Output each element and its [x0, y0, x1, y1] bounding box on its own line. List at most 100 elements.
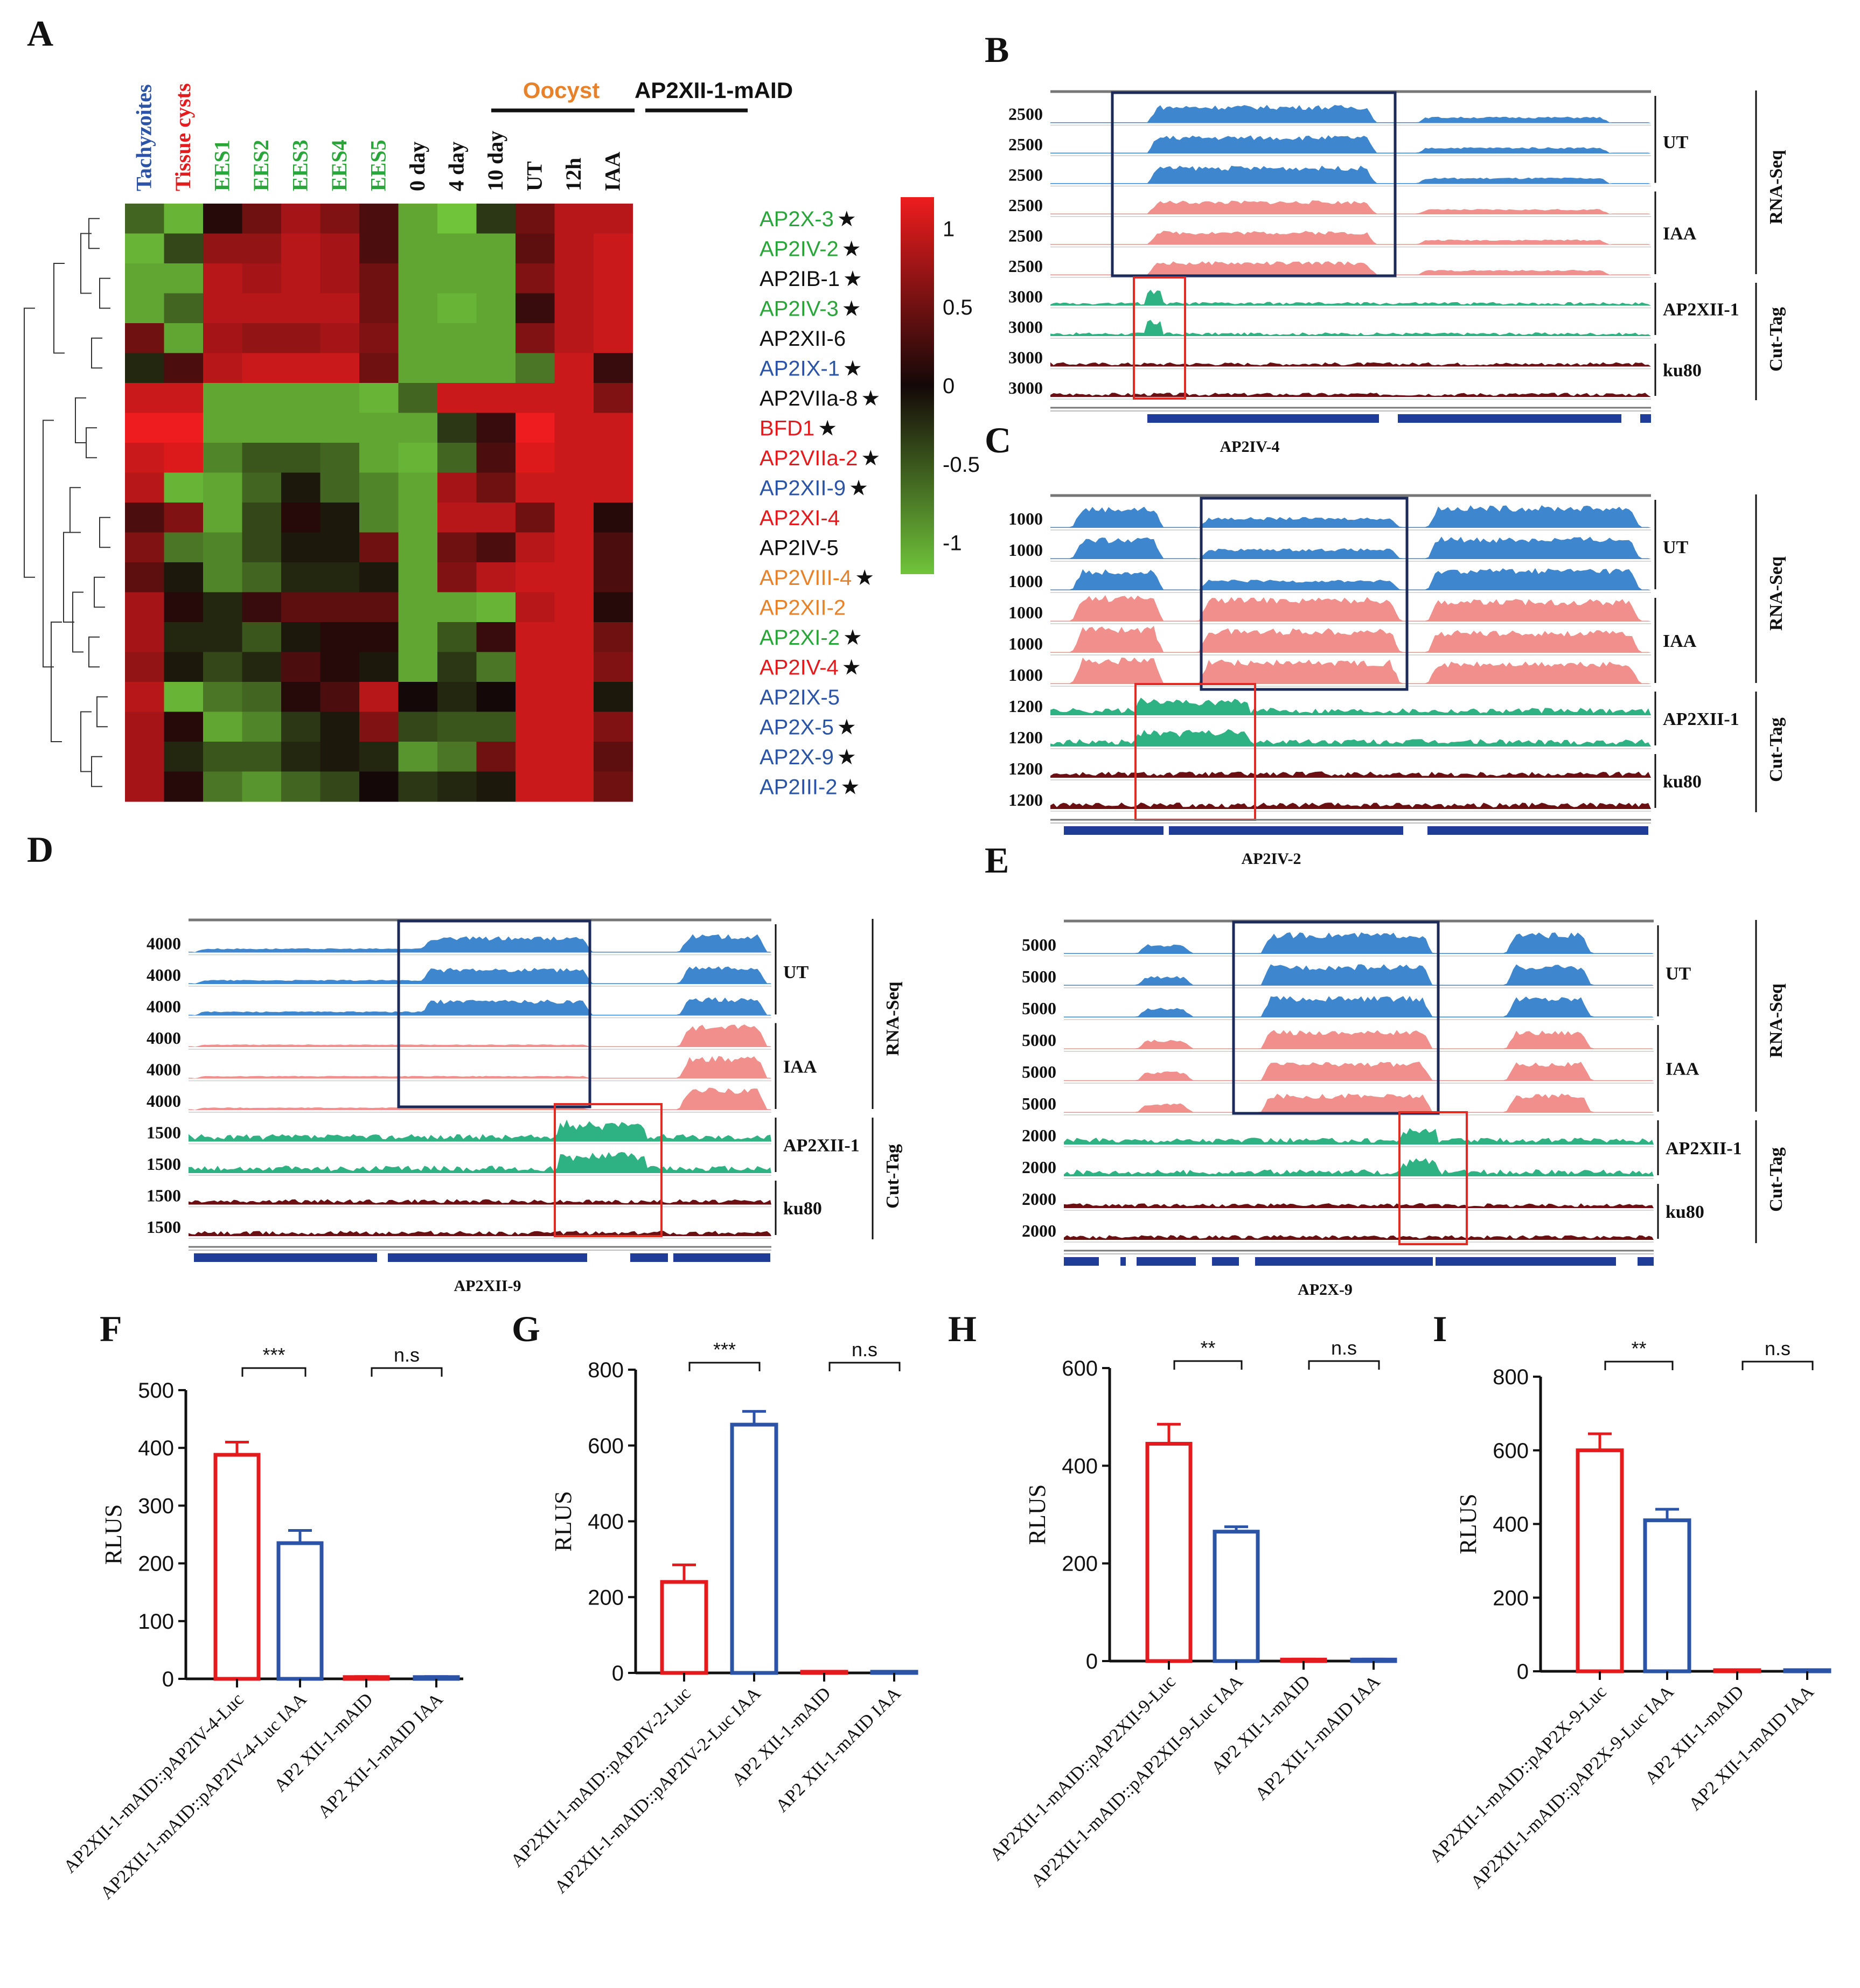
track-scale-label: 1200: [1008, 696, 1043, 716]
gene-exon: [1212, 1257, 1239, 1266]
heatmap-cell: [242, 532, 282, 563]
heatmap-cell: [320, 323, 360, 354]
heatmap-row-label: AP2IX-1 ★: [760, 357, 862, 380]
significance-bracket: [1741, 1361, 1814, 1370]
heatmap-cell: [281, 503, 321, 533]
heatmap-group-label: Oocyst: [523, 78, 600, 103]
heatmap-cell: [476, 472, 516, 503]
heatmap-cell: [320, 682, 360, 713]
heatmap-cell: [554, 293, 594, 324]
cut-ap2-track: [189, 1152, 771, 1173]
heatmap-cell: [515, 622, 555, 653]
track-scale-label: 1000: [1008, 571, 1043, 591]
track-scale-label: 3000: [1008, 317, 1043, 337]
heatmap-cell: [398, 562, 438, 593]
track-scale-label: 1500: [147, 1154, 181, 1174]
heatmap-colorbar-tick: 0: [943, 374, 955, 398]
track-scale-label: 3000: [1008, 287, 1043, 306]
heatmap-cell: [476, 503, 516, 533]
heatmap-cell: [398, 323, 438, 354]
cut-peak-box: [1133, 276, 1186, 400]
heatmap-cell: [359, 413, 399, 443]
group-label-cut-tag: Cut-Tag: [1766, 1147, 1786, 1212]
heatmap-row-label: AP2X-5 ★: [760, 715, 856, 739]
cut-ap2-track: [1050, 697, 1651, 715]
heatmap-row-star: ★: [843, 267, 862, 291]
heatmap-cell: [242, 592, 282, 623]
group-label-ut: UT: [1666, 964, 1691, 984]
track-scale-label: 1500: [147, 1186, 181, 1205]
heatmap-cell: [437, 472, 477, 503]
heatmap-cell: [515, 263, 555, 294]
heatmap-row-label: AP2VIIa-8 ★: [760, 387, 880, 410]
heatmap-cell: [164, 443, 204, 473]
track-scale-label: 5000: [1022, 1094, 1056, 1113]
heatmap-cell: [281, 532, 321, 563]
heatmap-column-label: Tissue cysts: [171, 83, 195, 191]
heatmap-cell: [437, 443, 477, 473]
heatmap-cell: [359, 592, 399, 623]
significance-bracket: [1604, 1361, 1674, 1370]
rna-ut-track: [1064, 964, 1654, 986]
heatmap-row-name: AP2XII-6: [760, 327, 846, 351]
heatmap-cell: [437, 413, 477, 443]
heatmap-cell: [320, 771, 360, 802]
track-scale-label: 1000: [1008, 509, 1043, 528]
gene-exon: [1640, 414, 1651, 423]
heatmap-row-name: AP2III-2: [760, 775, 838, 799]
track-scale-label: 1200: [1008, 728, 1043, 747]
track-scale-label: 5000: [1022, 967, 1056, 986]
heatmap-row-label: AP2IV-4 ★: [760, 655, 861, 679]
track-scale-label: 4000: [147, 934, 181, 953]
significance-label: ***: [713, 1338, 736, 1361]
heatmap-colorbar-tick: 1: [943, 217, 955, 241]
significance-bracket: [1173, 1360, 1243, 1370]
heatmap-cell: [398, 472, 438, 503]
heatmap-cell: [398, 771, 438, 802]
heatmap-cell: [476, 413, 516, 443]
gene-name-label: AP2X-9: [1298, 1281, 1353, 1299]
heatmap-row-star: ★: [842, 297, 861, 320]
heatmap-row-name: AP2VIIa-8: [760, 387, 858, 410]
heatmap-cell: [476, 652, 516, 682]
heatmap-cell: [437, 204, 477, 234]
heatmap-cell: [320, 622, 360, 653]
track-scale-label: 3000: [1008, 348, 1043, 367]
heatmap-cell: [125, 413, 165, 443]
heatmap-cell: [476, 771, 516, 802]
heatmap-cell: [515, 771, 555, 802]
heatmap-cell: [398, 503, 438, 533]
heatmap-cell: [437, 353, 477, 383]
heatmap-cell: [515, 503, 555, 533]
rna-ut-track: [1064, 996, 1654, 1017]
heatmap-cell: [476, 712, 516, 742]
heatmap-cell: [320, 472, 360, 503]
heatmap-cell: [125, 233, 165, 264]
group-label-ut: UT: [1663, 132, 1689, 152]
gene-exon: [1398, 414, 1621, 423]
y-tick-label: 400: [1062, 1454, 1098, 1478]
y-tick-label: 200: [588, 1586, 624, 1609]
heatmap-row-star: ★: [841, 775, 860, 799]
track-panel-b: 2500 2500 2500 2500 2500 2500 3000 3000 3000 3000…: [1008, 90, 1786, 456]
heatmap-cell: [242, 472, 282, 503]
heatmap-row-label: AP2X-9 ★: [760, 745, 856, 769]
heatmap-row-label: AP2X-3 ★: [760, 207, 856, 231]
group-label-cut-tag: Cut-Tag: [1766, 307, 1786, 372]
heatmap-cell: [594, 293, 633, 324]
heatmap-cell: [125, 592, 165, 623]
heatmap-cell: [359, 771, 399, 802]
heatmap-row-label: AP2IX-5: [760, 686, 840, 709]
heatmap-cell: [164, 263, 204, 294]
track-scale-label: 1200: [1008, 790, 1043, 810]
rna-highlight-box: [1232, 920, 1440, 1115]
heatmap-cell: [398, 532, 438, 563]
heatmap-cell: [359, 323, 399, 354]
heatmap-cell: [398, 353, 438, 383]
gene-name-label: AP2IV-4: [1220, 438, 1279, 456]
heatmap-cell: [437, 233, 477, 264]
track-scale-label: 1500: [147, 1217, 181, 1237]
heatmap-cell: [515, 592, 555, 623]
gene-exon: [1120, 1257, 1126, 1266]
heatmap-cell: [125, 622, 165, 653]
